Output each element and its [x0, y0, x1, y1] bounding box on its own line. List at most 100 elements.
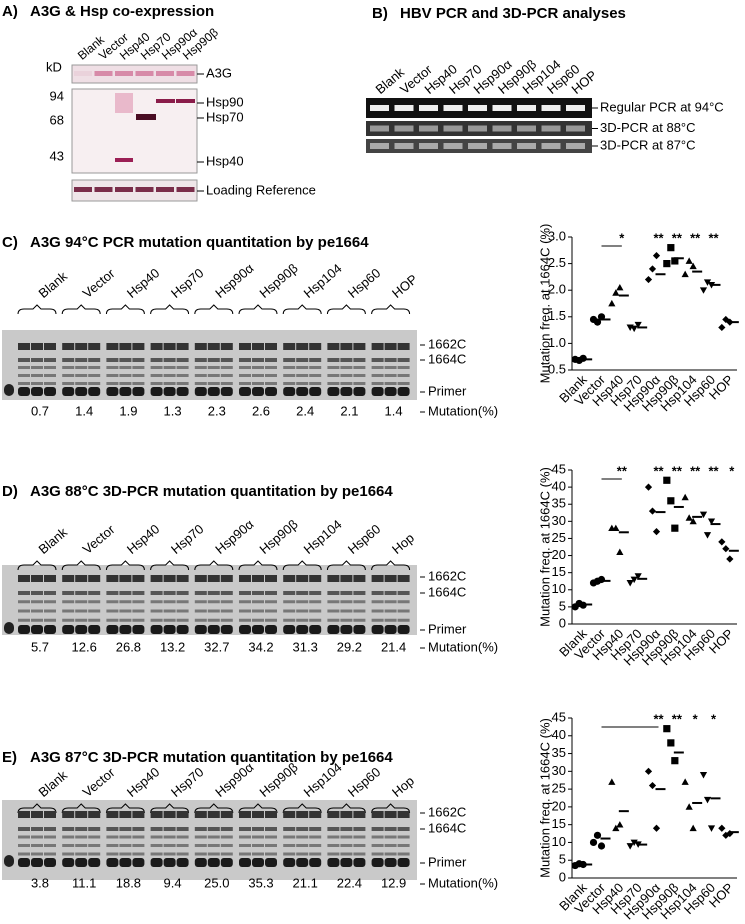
band [265, 625, 277, 634]
band [88, 858, 101, 867]
band [327, 609, 340, 613]
band [176, 591, 189, 595]
point [685, 803, 693, 810]
point [663, 260, 671, 268]
band [44, 835, 56, 839]
band [132, 835, 145, 839]
band [309, 609, 322, 613]
band [207, 591, 220, 595]
band [119, 575, 132, 582]
band [340, 591, 353, 595]
band [371, 835, 384, 839]
band [75, 374, 88, 377]
point [634, 573, 642, 580]
mutation-value: 22.4 [337, 875, 362, 890]
band [239, 835, 251, 839]
band [62, 358, 75, 362]
band [119, 625, 132, 634]
band [132, 609, 145, 613]
band [18, 858, 30, 867]
y-tick-label: 0.5 [548, 361, 566, 376]
band [132, 625, 145, 634]
band [384, 858, 397, 867]
band [31, 382, 43, 385]
band [106, 835, 119, 839]
point [663, 476, 671, 484]
band [207, 858, 220, 867]
band [265, 858, 277, 867]
band [75, 600, 88, 604]
band [371, 844, 384, 847]
band [265, 618, 277, 622]
band [31, 852, 43, 856]
mutation-value: 13.2 [160, 639, 185, 654]
band [252, 844, 264, 847]
band-label: 1664C [428, 820, 466, 835]
band [88, 844, 101, 847]
point [630, 576, 638, 584]
band [309, 811, 322, 818]
band [327, 827, 340, 831]
band [132, 382, 145, 385]
band [44, 600, 56, 604]
band [207, 374, 220, 377]
band [163, 600, 176, 604]
band [150, 811, 163, 818]
band [207, 387, 220, 396]
band [296, 343, 309, 350]
lane-label: Hsp40 [124, 764, 162, 800]
point [652, 252, 661, 260]
y-tick-label: 10 [552, 834, 566, 849]
band [176, 187, 195, 192]
band [265, 387, 277, 396]
kd-label: kD [46, 59, 62, 74]
mutation-value: 29.2 [337, 639, 362, 654]
band [44, 591, 56, 595]
band [106, 374, 119, 377]
band [62, 625, 75, 634]
band [566, 125, 585, 132]
band [150, 575, 163, 582]
point [648, 265, 657, 273]
band [296, 844, 309, 847]
band [283, 343, 296, 350]
lane-label: Hsp90α [212, 516, 257, 557]
panel-label: D) [2, 483, 18, 500]
point [703, 279, 712, 286]
point [597, 575, 606, 584]
band [88, 811, 101, 818]
band [296, 366, 309, 369]
band [327, 811, 340, 818]
point [644, 275, 653, 284]
lane-label: Vector [80, 764, 118, 800]
y-tick-label: 40 [552, 479, 566, 494]
band [265, 366, 277, 369]
lane-label: HOP [389, 271, 420, 301]
point [703, 796, 712, 804]
band [119, 374, 132, 377]
band [18, 366, 30, 369]
band [132, 827, 145, 831]
band [75, 343, 88, 350]
band [252, 835, 264, 839]
band-label: 1662C [428, 804, 466, 819]
lane-label: Hsp40 [124, 265, 162, 301]
brace [194, 304, 234, 315]
band [353, 618, 366, 622]
band [239, 858, 251, 867]
band [194, 609, 207, 613]
band [384, 343, 397, 350]
band [207, 382, 220, 385]
point [597, 842, 606, 850]
band [163, 366, 176, 369]
band [132, 575, 145, 582]
band [163, 852, 176, 856]
band-label: Primer [428, 621, 467, 636]
band [252, 575, 264, 582]
band [327, 366, 340, 369]
band [31, 600, 43, 604]
band [340, 358, 353, 362]
band [106, 591, 119, 595]
band [31, 575, 43, 582]
band [75, 858, 88, 867]
